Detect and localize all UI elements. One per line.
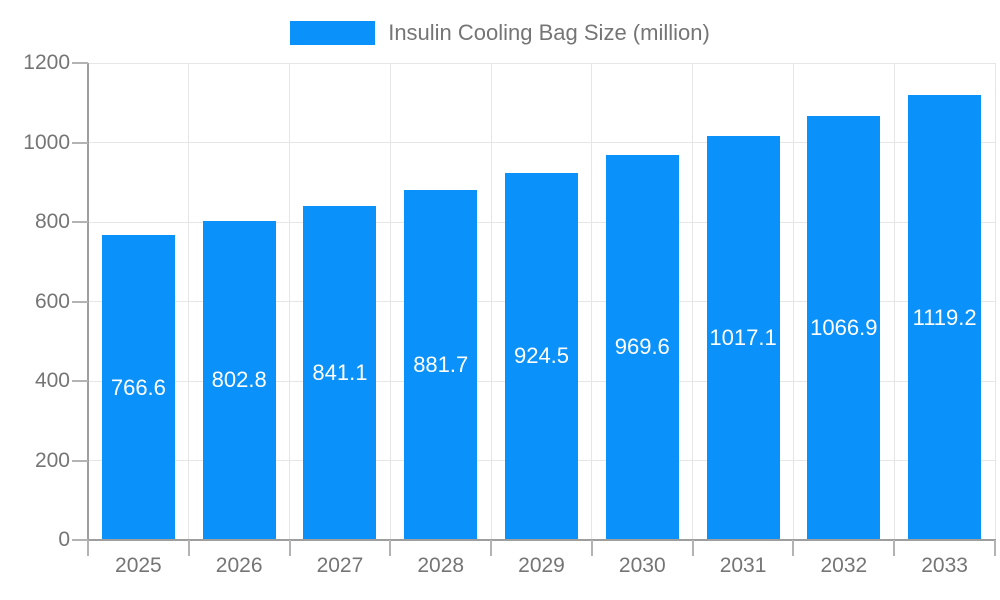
x-axis-tick-label: 2026 [215, 554, 263, 577]
bar[interactable]: 841.1 [303, 205, 377, 540]
gridline-vertical [792, 63, 794, 540]
y-axis-tick [72, 459, 88, 462]
x-axis-tick [288, 540, 291, 556]
bar[interactable]: 1017.1 [706, 135, 780, 540]
bar[interactable]: 1066.9 [807, 115, 881, 540]
bar[interactable]: 1119.2 [908, 95, 982, 540]
bar-value-label: 841.1 [312, 359, 368, 385]
x-axis-tick [691, 540, 694, 556]
bar[interactable]: 766.6 [101, 235, 175, 540]
x-axis-tick [994, 540, 996, 556]
bar-value-label: 1066.9 [810, 314, 878, 340]
y-axis-tick-label: 1000 [23, 130, 70, 154]
y-axis-tick-label: 1200 [23, 51, 70, 74]
y-axis-tick-label: 0 [58, 528, 70, 551]
x-axis-tick [187, 540, 190, 556]
bar[interactable]: 969.6 [605, 154, 679, 540]
gridline-vertical [289, 63, 291, 540]
gridline-vertical [188, 63, 190, 540]
x-axis-tick-label: 2030 [618, 554, 666, 577]
gridline-vertical [591, 63, 593, 540]
gridline-vertical [389, 63, 391, 540]
y-axis-tick [72, 141, 88, 144]
x-axis-tick [893, 540, 896, 556]
x-axis-tick-label: 2027 [316, 554, 364, 577]
x-axis-tick-label: 2029 [518, 554, 565, 577]
y-axis-tick-label: 400 [34, 369, 70, 392]
y-axis-tick [72, 539, 88, 541]
y-axis-tick [72, 62, 88, 64]
x-axis-tick-label: 2031 [719, 554, 767, 577]
legend-swatch-icon [290, 21, 376, 45]
legend-label: Insulin Cooling Bag Size (million) [388, 20, 710, 45]
y-axis-tick-label: 800 [34, 210, 70, 233]
x-axis-tick [87, 540, 89, 556]
x-axis-tick-label: 2033 [921, 554, 968, 577]
bar[interactable]: 881.7 [404, 189, 478, 540]
x-axis-tick-label: 2032 [820, 554, 868, 577]
gridline-horizontal [88, 62, 995, 64]
x-axis-tick-label: 2028 [417, 554, 465, 577]
gridline-horizontal [88, 142, 995, 143]
gridline-vertical [490, 63, 492, 540]
x-axis-tick [590, 540, 593, 556]
x-axis-line [87, 539, 996, 541]
gridline-vertical [692, 63, 694, 540]
bar-value-label: 1119.2 [912, 304, 977, 330]
y-axis-tick-label: 600 [34, 289, 70, 313]
gridline-vertical [893, 63, 895, 540]
x-axis-tick [490, 540, 493, 556]
bar-value-label: 969.6 [614, 334, 670, 360]
gridline-vertical [994, 63, 996, 540]
y-axis-tick [72, 300, 88, 303]
bar[interactable]: 924.5 [505, 172, 578, 540]
y-axis-tick [72, 380, 88, 382]
x-axis-tick [792, 540, 795, 556]
bar[interactable]: 802.8 [202, 220, 276, 540]
y-axis-tick-label: 200 [34, 448, 70, 472]
bar-value-label: 766.6 [110, 374, 166, 400]
bar-value-label: 802.8 [211, 367, 267, 393]
y-axis-tick [72, 221, 88, 223]
x-axis-tick [389, 540, 392, 556]
bar-value-label: 1017.1 [709, 324, 777, 350]
x-axis-tick-label: 2025 [115, 554, 162, 577]
legend-item[interactable]: Insulin Cooling Bag Size (million) [290, 20, 710, 46]
legend: Insulin Cooling Bag Size (million) [0, 20, 1000, 46]
y-axis-line [87, 63, 89, 540]
bar-value-label: 881.7 [413, 351, 469, 377]
bar-value-label: 924.5 [513, 343, 570, 369]
